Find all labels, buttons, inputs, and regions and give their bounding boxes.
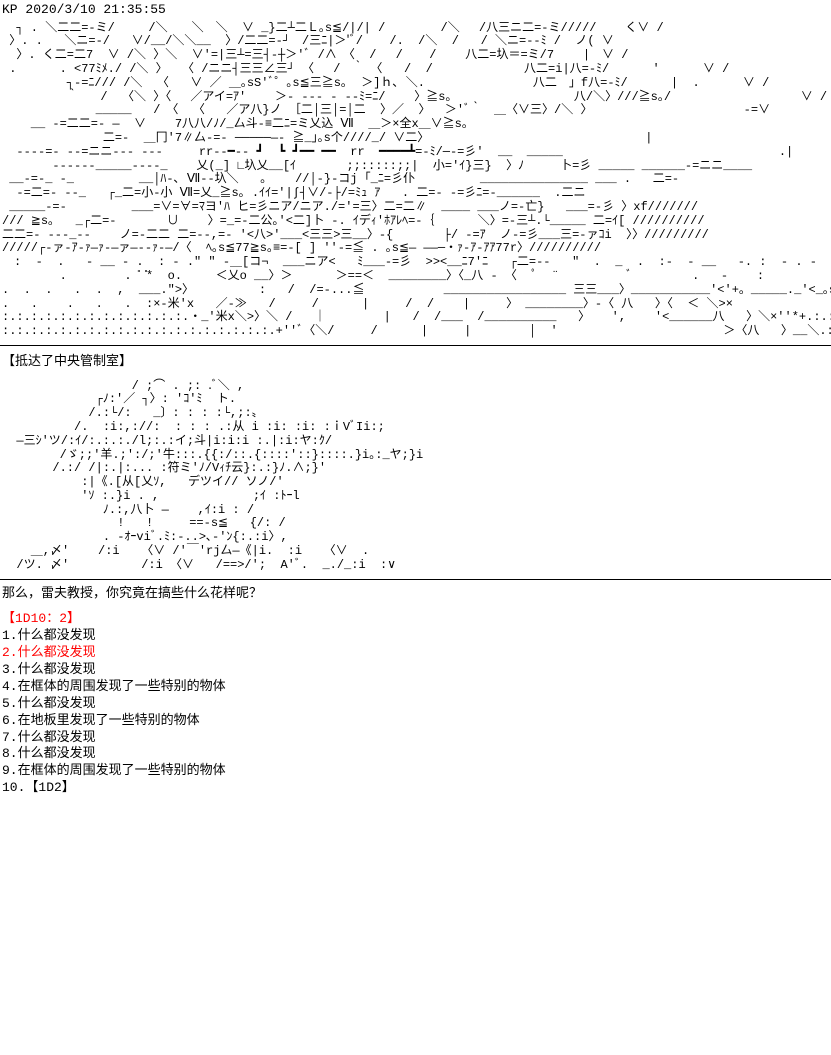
roll-item: 6.在地板里发现了一些特别的物体: [2, 713, 829, 730]
roll-item: 7.什么都没发现: [2, 730, 829, 747]
dialogue-text: 那么，雷夫教授，你究竟在搞些什么花样呢？: [0, 580, 831, 608]
roll-item: 2.什么都没发现: [2, 645, 829, 662]
post-timestamp: 2020/3/10 21:35:55: [25, 2, 165, 17]
ascii-art-scene: ┐ . ＼二二=-ミ/ /＼ ＼ ＼ ∨ _}二┴二Ｌ｡s≦/|/| / /＼ …: [0, 20, 831, 341]
roll-item: 8.什么都没发现: [2, 746, 829, 763]
post-header: KP 2020/3/10 21:35:55: [0, 0, 831, 20]
ascii-art-character: / ;⌒ . ;: .ﾞ＼ , ┌ﾉ:'／ ┐〉: 'ｺ'ﾐ ト. /.:└/:…: [0, 378, 831, 575]
roll-item: 10.【1D2】: [2, 780, 829, 797]
roll-item: 3.什么都没发现: [2, 662, 829, 679]
roll-item: 9.在框体的周围发现了一些特别的物体: [2, 763, 829, 780]
narration-text: 【抵达了中央管制室】: [0, 346, 831, 378]
roll-item: 1.什么都没发现: [2, 628, 829, 645]
roll-item: 4.在框体的周围发现了一些特别的物体: [2, 679, 829, 696]
roll-results: 【1D10：2】 1.什么都没发现2.什么都没发现3.什么都没发现4.在框体的周…: [0, 607, 831, 801]
post-author: KP: [2, 2, 18, 17]
roll-header: 【1D10：2】: [2, 611, 829, 628]
roll-item: 5.什么都没发现: [2, 696, 829, 713]
